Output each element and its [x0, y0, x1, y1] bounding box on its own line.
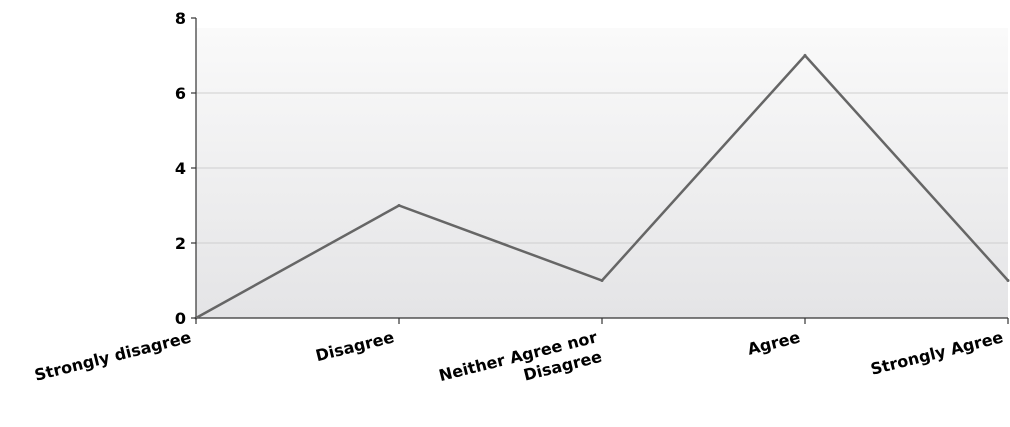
y-tick-label: 4 [175, 159, 186, 178]
y-tick-label: 6 [175, 84, 186, 103]
x-tick-label: Strongly disagree [32, 327, 193, 384]
x-tick-label: Strongly Agree [869, 327, 1006, 378]
data-point [600, 279, 604, 282]
x-tick-label: Disagree [314, 327, 396, 365]
y-tick-label: 0 [175, 309, 186, 328]
plot-background [196, 28, 1008, 318]
x-tick-label: Neither Agree norDisagree [437, 327, 604, 404]
data-point [1006, 279, 1010, 282]
data-point [397, 204, 401, 207]
data-point [803, 54, 807, 57]
y-tick-label: 8 [175, 9, 186, 28]
y-tick-label: 2 [175, 234, 186, 253]
x-tick-label: Agree [746, 327, 803, 358]
